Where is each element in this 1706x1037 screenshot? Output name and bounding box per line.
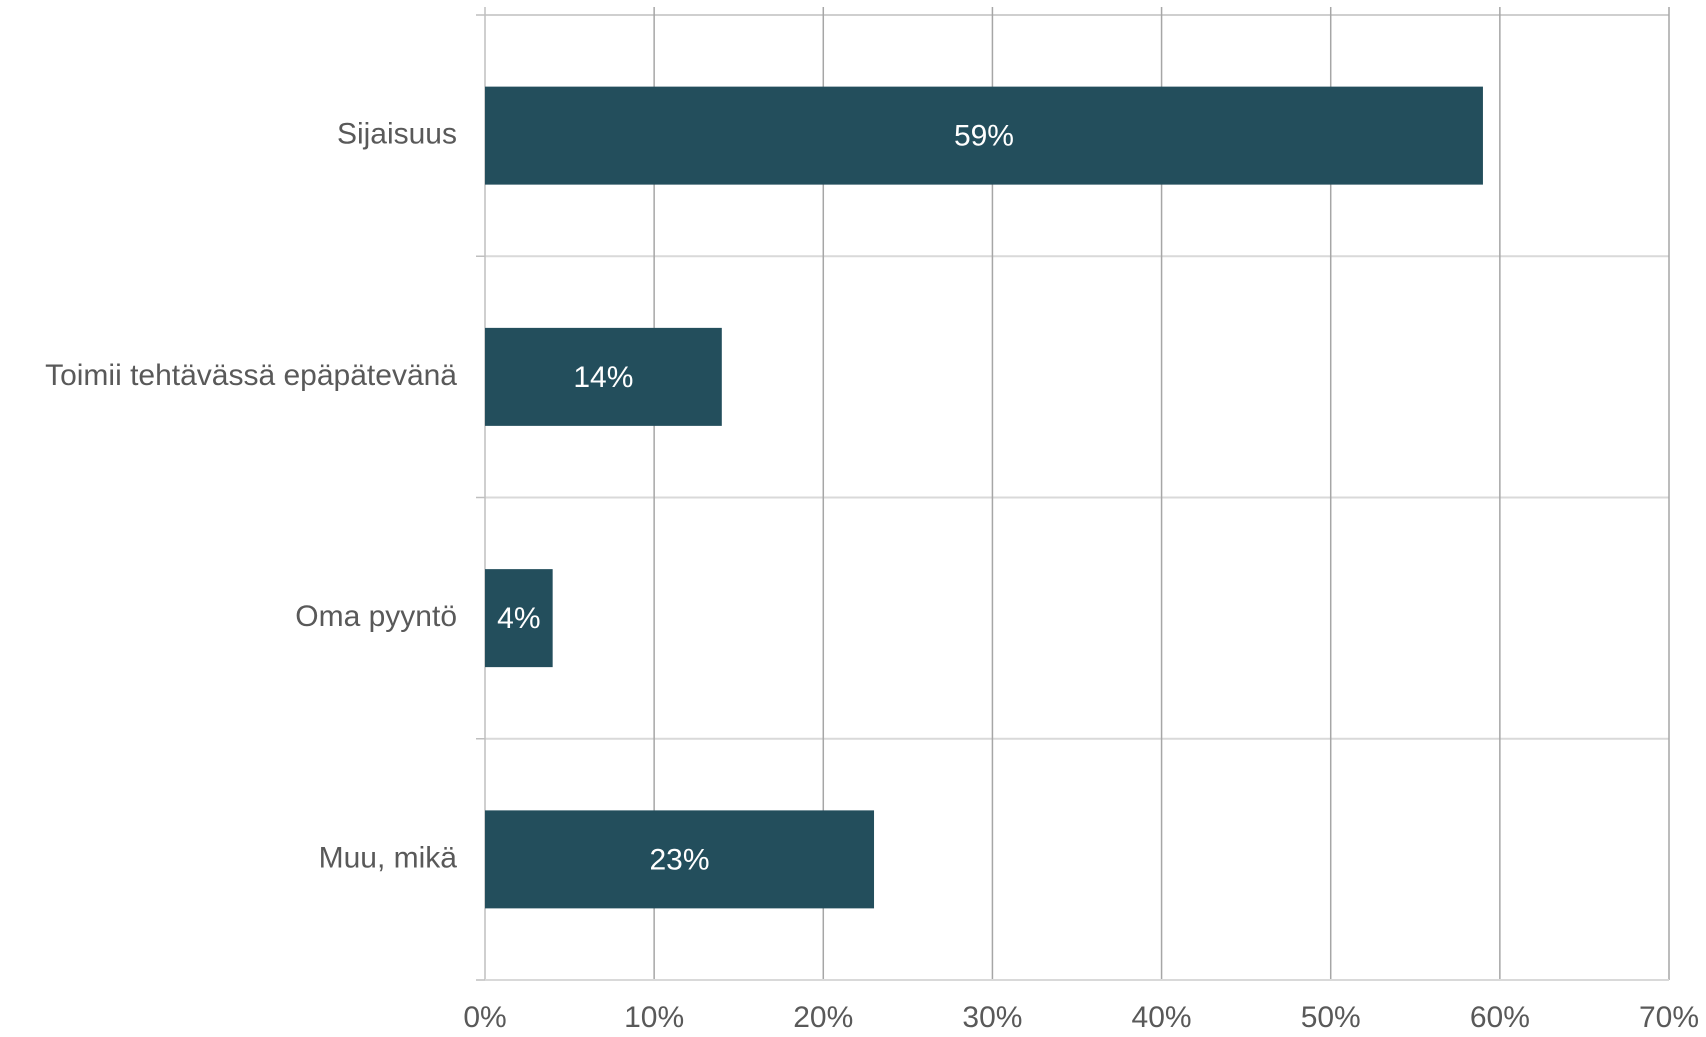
value-label: 4%: [497, 602, 540, 635]
value-label: 23%: [649, 843, 709, 876]
x-tick-label: 40%: [1132, 1001, 1192, 1034]
y-tick-label: Oma pyyntö: [295, 600, 457, 633]
bar: [485, 327, 722, 426]
x-tick-label: 50%: [1301, 1001, 1361, 1034]
bar: [485, 569, 553, 668]
y-tick-label: Sijaisuus: [337, 118, 457, 151]
x-tick-label: 20%: [793, 1001, 853, 1034]
bar: [485, 810, 875, 909]
x-tick-label: 60%: [1470, 1001, 1530, 1034]
x-tick-label: 30%: [962, 1001, 1022, 1034]
y-tick-label: Muu, mikä: [319, 841, 458, 874]
y-tick-label: Toimii tehtävässä epäpätevänä: [45, 359, 457, 392]
x-tick-label: 10%: [624, 1001, 684, 1034]
value-label: 59%: [954, 120, 1014, 153]
value-label: 14%: [573, 361, 633, 394]
bar: [485, 86, 1483, 185]
x-tick-label: 70%: [1639, 1001, 1699, 1034]
x-tick-label: 0%: [463, 1001, 506, 1034]
